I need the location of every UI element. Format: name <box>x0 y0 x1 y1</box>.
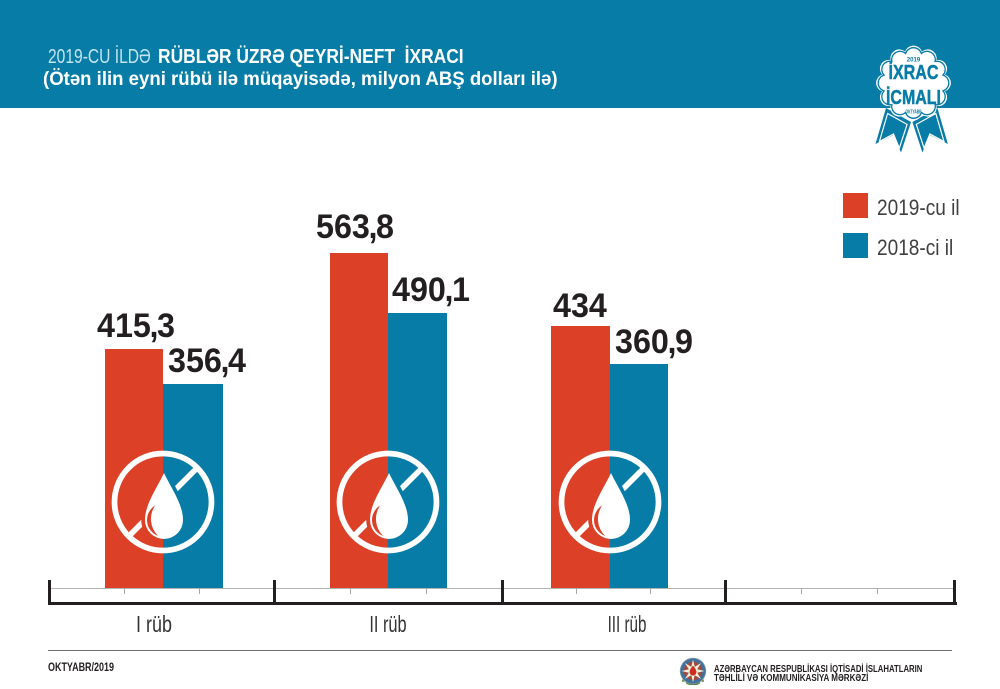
svg-text:2019: 2019 <box>907 57 921 64</box>
svg-text:OKTYABR: OKTYABR <box>906 110 922 116</box>
svg-text:İCMALI: İCMALI <box>886 86 941 109</box>
svg-text:İXRAC: İXRAC <box>889 61 939 84</box>
